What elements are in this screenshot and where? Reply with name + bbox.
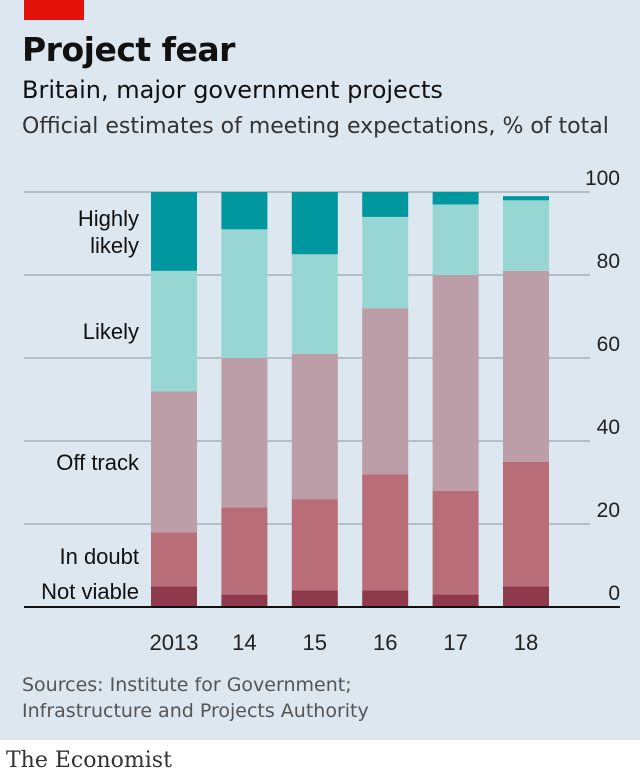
x-tick-label: 17 [443,630,467,655]
bar-segment [151,391,197,533]
source-line-2: Infrastructure and Projects Authority [22,700,369,722]
bar-segment [362,474,409,591]
legend-label: likely [90,233,139,258]
bar-segment [221,358,268,508]
bar-segment [221,192,268,230]
bar-segment [362,590,409,607]
bar-segment [221,594,268,607]
bar-segment [362,192,409,217]
source-line-1: Sources: Institute for Government; [22,674,352,696]
bar-segment [503,586,549,607]
x-tick-label: 14 [232,630,256,655]
y-tick-label: 60 [597,333,620,356]
brand-red-tab [24,0,84,20]
legend-label: Likely [83,319,139,344]
bar-segment [362,308,409,475]
economist-logo-text: The Economist [6,748,172,773]
bar-segment [291,590,338,607]
legend-label: In doubt [59,544,139,569]
bar-segment [432,204,479,275]
bar-segment [503,461,549,587]
x-tick-label: 18 [514,630,538,655]
bar-segment [432,192,479,205]
y-tick-label: 20 [597,499,620,522]
bar-segment [503,196,549,201]
bar-segment [291,353,338,500]
bar-segment [503,200,549,271]
x-tick-label: 2013 [150,630,199,655]
bar-segment [432,275,479,491]
bar-segment [291,192,338,255]
bar-segment [221,229,268,358]
legend-label: Not viable [41,579,139,604]
bar-segment [221,507,268,595]
legend-label: Highly [78,206,139,231]
bar-segment [291,254,338,354]
bar-segment [151,532,197,587]
chart-title: Project fear [22,30,235,69]
x-tick-label: 16 [373,630,397,655]
bar-segment [362,216,409,309]
x-tick-label: 15 [303,630,327,655]
bar-segment [151,586,197,607]
y-tick-label: 0 [608,582,620,605]
y-tick-label: 80 [597,250,620,273]
legend-label: Off track [56,450,140,475]
bar-segment [291,499,338,591]
chart-unit-note: Official estimates of meeting expectatio… [22,114,609,139]
bar-segment [503,270,549,462]
y-tick-label: 100 [585,167,620,190]
y-tick-label: 40 [597,416,620,439]
bar-segment [432,490,479,595]
chart-subtitle: Britain, major government projects [22,76,443,104]
bar-segment [151,270,197,392]
bar-segment [151,192,197,271]
bar-segment [432,594,479,607]
